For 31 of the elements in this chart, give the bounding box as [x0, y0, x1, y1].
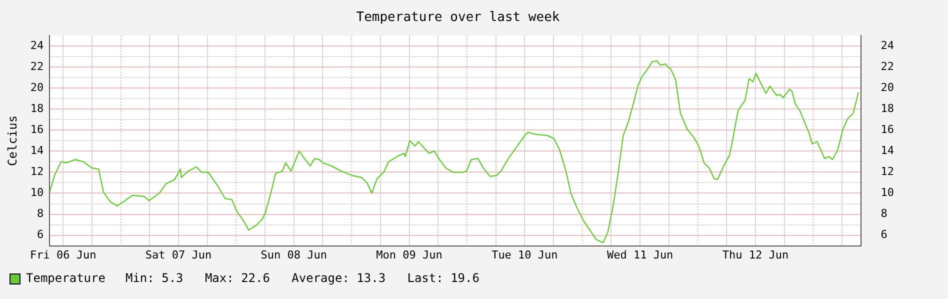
chart-title: Temperature over last week [356, 10, 560, 26]
y2-tick-label: 8 [880, 207, 888, 220]
y2-tick-label: 6 [880, 228, 888, 242]
y2-tick-label: 10 [880, 186, 894, 200]
x-tick-label: Mon 09 Jun [376, 248, 442, 262]
y-tick-label: 20 [30, 81, 44, 94]
y2-tick-label: 20 [880, 81, 894, 94]
x-tick-label: Fri 06 Jun [30, 248, 96, 262]
y2-tick-label: 14 [880, 144, 894, 158]
x-tick-label: Sun 08 Jun [260, 248, 328, 262]
y-tick-label: 12 [30, 165, 44, 178]
y2-tick-label: 22 [880, 60, 894, 73]
x-tick-label: Tue 10 Jun [492, 248, 558, 262]
y-tick-label: 6 [37, 228, 44, 242]
x-tick-label: Thu 12 Jun [722, 248, 789, 262]
y-axis-title: Celcius [5, 115, 20, 166]
y-tick-label: 24 [30, 38, 44, 52]
y-tick-label: 8 [37, 207, 44, 220]
x-tick-label: Wed 11 Jun [606, 248, 674, 262]
y2-tick-label: 24 [880, 38, 894, 52]
y2-tick-label: 12 [880, 165, 894, 178]
y-tick-label: 22 [30, 60, 44, 73]
y-tick-label: 10 [30, 186, 44, 200]
y2-tick-label: 18 [880, 102, 894, 116]
y-tick-label: 18 [30, 102, 44, 116]
y-tick-label: 16 [30, 123, 44, 136]
legend-label: Temperature [26, 271, 106, 286]
y2-tick-label: 16 [880, 123, 894, 136]
x-tick-label: Sat 07 Jun [145, 248, 212, 262]
y-tick-label: 14 [30, 144, 44, 158]
text: Min: 5.3 Max: 22.6 Average: 13.3 Last: 19.6 [125, 271, 480, 286]
